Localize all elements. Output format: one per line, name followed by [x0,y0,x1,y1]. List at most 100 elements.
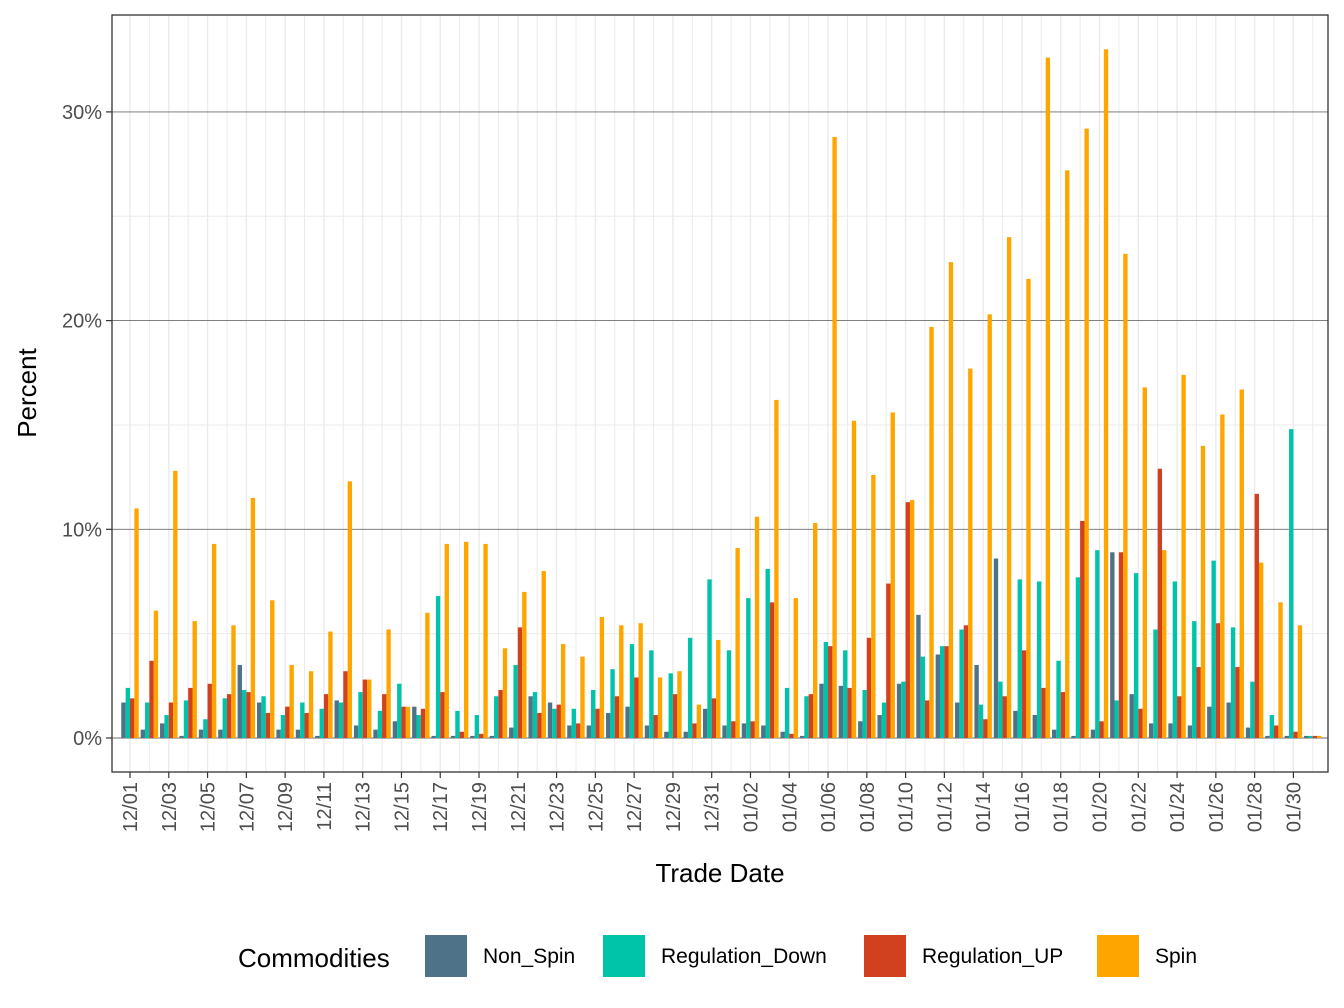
bar-regulation-down [920,656,925,738]
bar-spin [851,420,857,738]
bar-non-spin [140,729,146,738]
bar-spin [1239,389,1244,738]
bar-regulation-up [847,687,852,738]
x-tick-label: 01/22 [1128,782,1150,832]
bar-non-spin [509,727,514,738]
bar-spin [1278,602,1283,738]
bar-regulation-down [300,702,305,738]
bar-non-spin [373,729,378,738]
bar-regulation-down [358,692,363,738]
x-tick-label: 01/08 [857,782,879,832]
bar-non-spin [780,731,785,738]
bar-regulation-up [828,646,833,738]
bar-regulation-up [653,715,658,738]
x-tick-label: 12/17 [430,782,452,832]
x-tick-label: 12/19 [469,782,491,832]
bar-spin [619,625,624,738]
bar-regulation-down [1250,681,1255,738]
plot-border [111,14,1329,773]
bar-spin [1065,170,1070,739]
bar-regulation-down [959,629,964,738]
bar-non-spin [295,729,301,738]
bar-non-spin [819,683,824,738]
bar-regulation-down [1172,581,1178,738]
bar-regulation-up [362,679,368,738]
bar-spin [502,648,508,738]
bar-regulation-down [1017,579,1022,738]
x-tick-label: 12/01 [120,782,142,832]
bar-regulation-up [1041,687,1046,738]
bar-spin [192,621,197,738]
bar-regulation-down [1269,715,1275,738]
bar-non-spin [470,735,475,738]
bar-regulation-down [707,579,712,738]
bar-non-spin [1245,727,1251,738]
bar-regulation-down [998,681,1003,738]
x-tick-label: 12/15 [392,782,414,832]
bar-spin [153,610,159,738]
bar-regulation-up [168,702,174,738]
x-tick-label: 12/21 [508,782,530,832]
y-axis: 0% 10% 20% 30% [62,102,112,750]
bar-regulation-up [1099,721,1104,738]
bar-non-spin [974,664,979,738]
bar-regulation-up [517,627,523,738]
bar-spin [909,500,915,738]
bar-spin [774,399,779,738]
bar-non-spin [392,721,398,738]
bar-non-spin [1013,710,1018,738]
x-tick-label: 12/29 [663,782,685,832]
bar-regulation-down [1036,581,1042,738]
x-tick-label: 12/27 [624,782,646,832]
bar-regulation-up [149,660,154,738]
bar-regulation-up [1215,623,1221,738]
bar-non-spin [606,712,611,738]
bar-regulation-up [1080,520,1085,738]
bar-non-spin [1148,723,1154,738]
bar-regulation-down [687,637,693,738]
x-tick-label: 12/03 [159,782,181,832]
bar-non-spin [935,654,941,738]
bar-non-spin [450,735,456,738]
bar-regulation-down [746,598,751,738]
bar-non-spin [858,721,863,738]
legend-label: Spin [1155,945,1197,968]
bar-non-spin [1129,694,1134,738]
bar-non-spin [877,715,882,738]
bar-regulation-up [1293,731,1298,738]
bar-spin [987,314,992,738]
bar-regulation-down [1192,621,1197,738]
bar-spin [948,262,954,738]
bar-regulation-down [1056,660,1061,738]
bar-non-spin [218,729,223,738]
bar-regulation-up [1002,696,1007,738]
bar-regulation-down [784,687,790,738]
bar-regulation-up [1157,468,1163,738]
bar-spin [735,548,740,738]
x-axis-title: Trade Date [655,858,784,888]
bar-non-spin [955,702,960,738]
bar-non-spin [896,683,902,738]
bar-spin [580,656,585,738]
x-tick-label: 12/05 [198,782,220,832]
bar-spin [1084,128,1089,739]
bar-regulation-up [1274,725,1279,738]
bar-regulation-up [1118,552,1124,738]
bar-regulation-up [1312,735,1318,738]
bar-non-spin [993,558,999,738]
bar-non-spin [838,685,844,738]
x-tick-label: 01/24 [1167,782,1189,832]
bar-regulation-down [1075,577,1081,738]
bar-regulation-up [207,683,212,738]
bar-regulation-up [1021,650,1027,738]
bar-spin [1026,278,1031,738]
bar-regulation-down [765,568,770,738]
bar-regulation-up [304,712,309,738]
bar-spin [832,136,837,738]
x-tick-label: 12/07 [236,782,258,832]
legend-title: Commodities [238,943,390,973]
bar-non-spin [741,723,747,738]
x-tick-label: 12/23 [547,782,569,832]
bar-regulation-down [241,690,247,738]
bar-regulation-up [401,706,406,738]
